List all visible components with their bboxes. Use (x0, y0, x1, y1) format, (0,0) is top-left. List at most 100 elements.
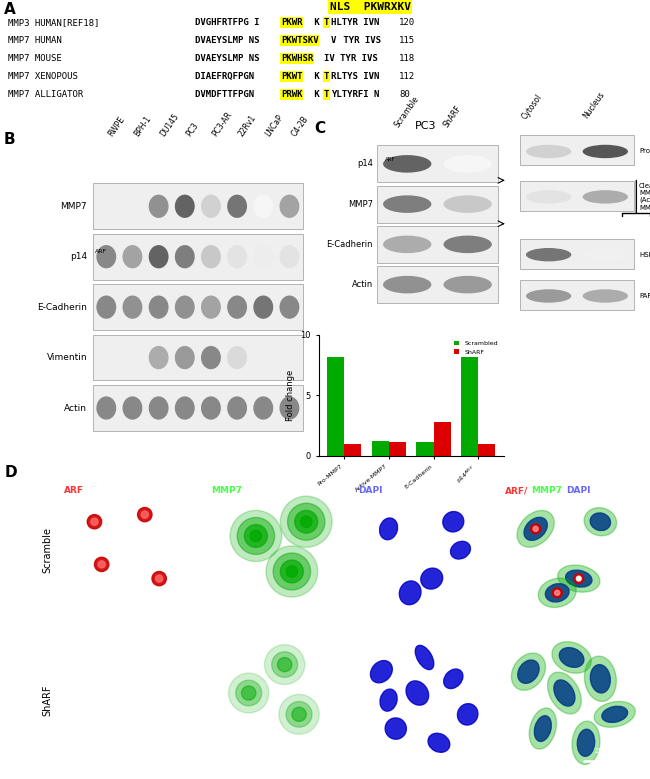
Ellipse shape (201, 397, 221, 420)
Text: B: B (3, 132, 15, 146)
Bar (521, 136, 634, 165)
Bar (377, 185, 498, 223)
Ellipse shape (403, 585, 417, 601)
Ellipse shape (526, 248, 571, 262)
Ellipse shape (383, 196, 432, 213)
Text: NLS  PKWRXKV: NLS PKWRXKV (330, 2, 411, 12)
Ellipse shape (582, 145, 628, 158)
Text: PKWT: PKWT (281, 72, 302, 81)
Ellipse shape (518, 660, 539, 683)
Ellipse shape (175, 195, 195, 218)
Ellipse shape (227, 397, 247, 420)
Text: Scramble: Scramble (393, 94, 421, 129)
Bar (377, 145, 498, 182)
Text: MMP7: MMP7 (348, 199, 373, 209)
Text: C4-2B: C4-2B (289, 115, 310, 138)
Ellipse shape (558, 565, 600, 592)
Text: Cleaved
MMP7
(Active
MMP7): Cleaved MMP7 (Active MMP7) (639, 183, 650, 211)
Ellipse shape (517, 510, 554, 547)
Ellipse shape (254, 295, 273, 319)
Ellipse shape (254, 195, 273, 218)
Circle shape (141, 511, 148, 518)
Circle shape (574, 573, 584, 583)
Ellipse shape (443, 235, 492, 253)
Text: MMP7 ALLIGATOR: MMP7 ALLIGATOR (8, 90, 83, 99)
Ellipse shape (175, 295, 195, 319)
Circle shape (237, 517, 274, 555)
Ellipse shape (149, 346, 168, 369)
Ellipse shape (383, 276, 432, 294)
Ellipse shape (383, 155, 432, 173)
Ellipse shape (96, 397, 116, 420)
Text: ShARF: ShARF (42, 685, 53, 716)
Ellipse shape (432, 737, 446, 749)
Text: 80: 80 (399, 90, 410, 99)
Circle shape (292, 707, 306, 721)
Ellipse shape (447, 515, 460, 528)
Text: 118: 118 (399, 54, 415, 63)
Text: Actin: Actin (64, 404, 87, 413)
Ellipse shape (380, 689, 397, 711)
Ellipse shape (582, 190, 628, 203)
Text: PARP: PARP (639, 293, 650, 299)
Text: PRWK: PRWK (281, 90, 302, 99)
Text: K: K (309, 72, 320, 81)
Ellipse shape (590, 513, 610, 530)
Text: MMP7: MMP7 (60, 202, 87, 211)
Text: BPH-1: BPH-1 (133, 115, 153, 138)
Text: T: T (324, 18, 329, 26)
Text: E-Cadherin: E-Cadherin (326, 240, 373, 249)
Text: Scramble: Scramble (42, 527, 53, 573)
Text: PKWR: PKWR (281, 18, 302, 26)
Text: V: V (331, 36, 336, 44)
Circle shape (294, 510, 318, 533)
Circle shape (576, 576, 581, 581)
Ellipse shape (566, 570, 592, 587)
Text: ARF: ARF (64, 486, 84, 495)
Text: DAPI: DAPI (358, 486, 383, 495)
Text: 25μm: 25μm (595, 598, 615, 605)
Ellipse shape (280, 195, 300, 218)
Y-axis label: Fold change: Fold change (286, 370, 295, 421)
Ellipse shape (201, 195, 221, 218)
Text: DVMDFTTFPGN: DVMDFTTFPGN (195, 90, 259, 99)
Circle shape (280, 496, 332, 548)
Text: Nucleus: Nucleus (582, 90, 606, 121)
Ellipse shape (389, 721, 402, 735)
Bar (344, 444, 361, 456)
Bar (372, 441, 389, 456)
Ellipse shape (454, 545, 467, 556)
Ellipse shape (254, 397, 273, 420)
Circle shape (250, 530, 262, 541)
Bar (389, 442, 406, 456)
Ellipse shape (572, 721, 600, 764)
Circle shape (138, 508, 152, 522)
Circle shape (287, 503, 325, 540)
Ellipse shape (149, 245, 168, 268)
Bar (93, 234, 302, 280)
Ellipse shape (458, 703, 478, 725)
Ellipse shape (175, 245, 195, 268)
Ellipse shape (443, 155, 492, 173)
Text: D: D (5, 466, 17, 481)
Ellipse shape (280, 245, 300, 268)
Ellipse shape (227, 245, 247, 268)
Text: ARF: ARF (95, 249, 107, 255)
Ellipse shape (122, 295, 142, 319)
Ellipse shape (149, 397, 168, 420)
Text: MMP7: MMP7 (211, 486, 242, 495)
Ellipse shape (419, 650, 430, 665)
Text: ShARF: ShARF (441, 104, 463, 129)
Text: RWPE: RWPE (107, 115, 126, 138)
Text: YLTYRFI N: YLTYRFI N (331, 90, 379, 99)
Ellipse shape (582, 289, 628, 303)
Text: 115: 115 (399, 36, 415, 44)
Text: DIAEFRQFPGN: DIAEFRQFPGN (195, 72, 259, 81)
Text: HSP90: HSP90 (639, 252, 650, 258)
Ellipse shape (602, 707, 628, 722)
Ellipse shape (201, 295, 221, 319)
Text: PKWHSR: PKWHSR (281, 54, 313, 63)
Ellipse shape (201, 346, 221, 369)
Ellipse shape (584, 508, 617, 536)
Ellipse shape (175, 346, 195, 369)
